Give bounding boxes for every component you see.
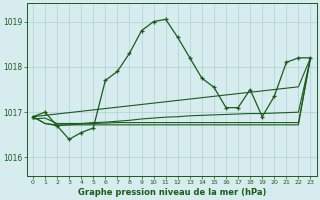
X-axis label: Graphe pression niveau de la mer (hPa): Graphe pression niveau de la mer (hPa) <box>77 188 266 197</box>
